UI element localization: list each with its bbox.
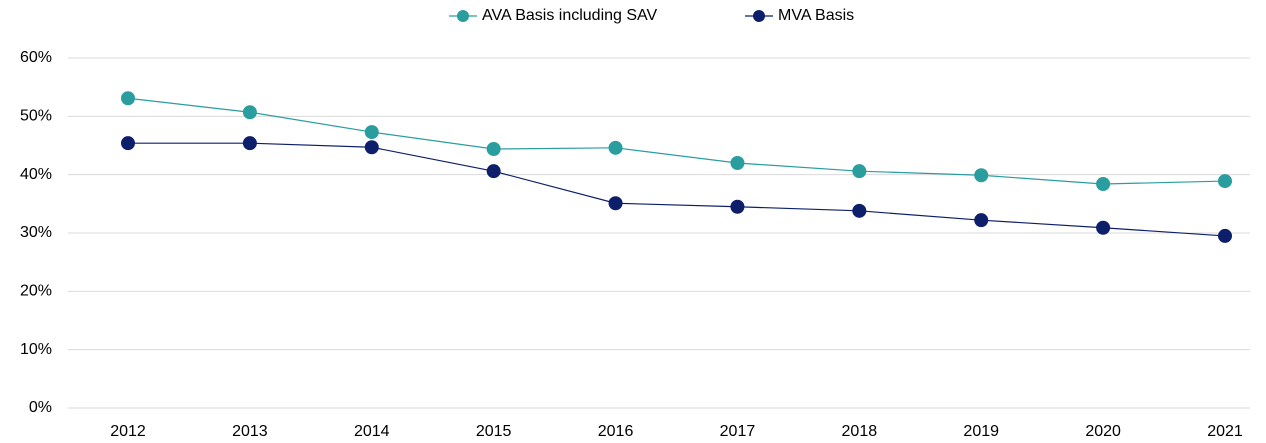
y-tick-label: 30% xyxy=(20,224,52,241)
legend-label: MVA Basis xyxy=(778,7,854,24)
data-point xyxy=(364,125,379,140)
y-tick-label: 20% xyxy=(20,283,52,300)
y-tick-label: 60% xyxy=(20,49,52,66)
x-tick-label: 2013 xyxy=(232,423,268,440)
data-point xyxy=(121,136,135,151)
legend-marker xyxy=(753,10,765,22)
data-point xyxy=(730,156,745,170)
y-tick-label: 50% xyxy=(20,108,52,125)
data-point xyxy=(1096,177,1111,191)
data-point xyxy=(1218,228,1232,243)
data-point xyxy=(364,140,379,155)
data-point xyxy=(852,203,867,218)
data-point xyxy=(1096,220,1111,235)
data-point xyxy=(242,105,257,120)
data-point xyxy=(121,91,135,106)
legend-label: AVA Basis including SAV xyxy=(482,7,658,24)
series-line xyxy=(127,97,1226,185)
data-point xyxy=(486,164,501,179)
x-tick-label: 2014 xyxy=(354,423,390,440)
y-tick-label: 0% xyxy=(29,399,52,416)
data-point xyxy=(486,142,501,156)
data-point xyxy=(242,136,257,151)
data-point xyxy=(608,196,623,211)
data-point xyxy=(974,213,989,228)
data-point xyxy=(730,199,745,214)
series-line xyxy=(128,142,1226,237)
x-tick-label: 2021 xyxy=(1207,423,1243,440)
legend-marker xyxy=(457,10,469,22)
data-point xyxy=(852,164,867,179)
x-tick-label: 2018 xyxy=(842,423,878,440)
data-point xyxy=(974,168,989,183)
data-point xyxy=(1218,174,1232,189)
x-tick-label: 2016 xyxy=(598,423,634,440)
x-tick-label: 2012 xyxy=(110,423,146,440)
x-tick-label: 2020 xyxy=(1085,423,1121,440)
x-tick-label: 2019 xyxy=(963,423,999,440)
x-tick-label: 2015 xyxy=(476,423,512,440)
x-tick-label: 2017 xyxy=(720,423,756,440)
y-tick-label: 10% xyxy=(20,341,52,358)
data-point xyxy=(608,140,623,155)
y-tick-label: 40% xyxy=(20,166,52,183)
